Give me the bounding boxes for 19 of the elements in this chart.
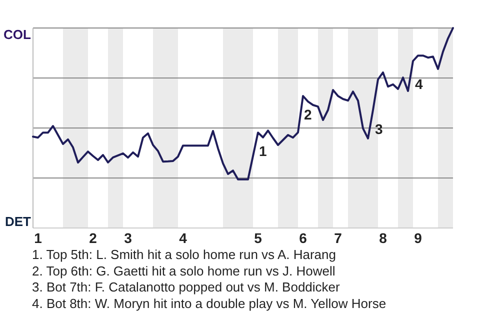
text: DET [5, 214, 32, 229]
x-tick-label: 2 [89, 230, 98, 246]
annotation: 1 [259, 143, 267, 160]
annotation: 3 [375, 121, 383, 137]
text: COL [4, 27, 32, 42]
x-tick-label: 3 [124, 230, 132, 246]
text: 2. Top 6th: G. Gaetti hit a solo home run vs J. Howell [32, 263, 336, 278]
x-tick-label: 5 [254, 230, 262, 246]
x-tick-label: 1 [34, 230, 42, 246]
x-tick-label: 7 [334, 230, 342, 246]
text: 3. Bot 7th: F. Catalanotto popped out vs M. Boddicker [32, 280, 341, 295]
annotation: 4 [415, 76, 423, 92]
x-tick-label: 4 [179, 230, 188, 246]
text: 1. Top 5th: L. Smith hit a solo home run vs A. Harang [32, 247, 336, 262]
x-tick-label: 8 [379, 230, 388, 246]
text: 4. Bot 8th: W. Moryn hit into a double play vs M. Yellow Horse [32, 296, 386, 311]
x-tick-label: 9 [414, 230, 422, 246]
x-tick-label: 6 [299, 230, 308, 246]
annotation: 2 [304, 106, 312, 122]
